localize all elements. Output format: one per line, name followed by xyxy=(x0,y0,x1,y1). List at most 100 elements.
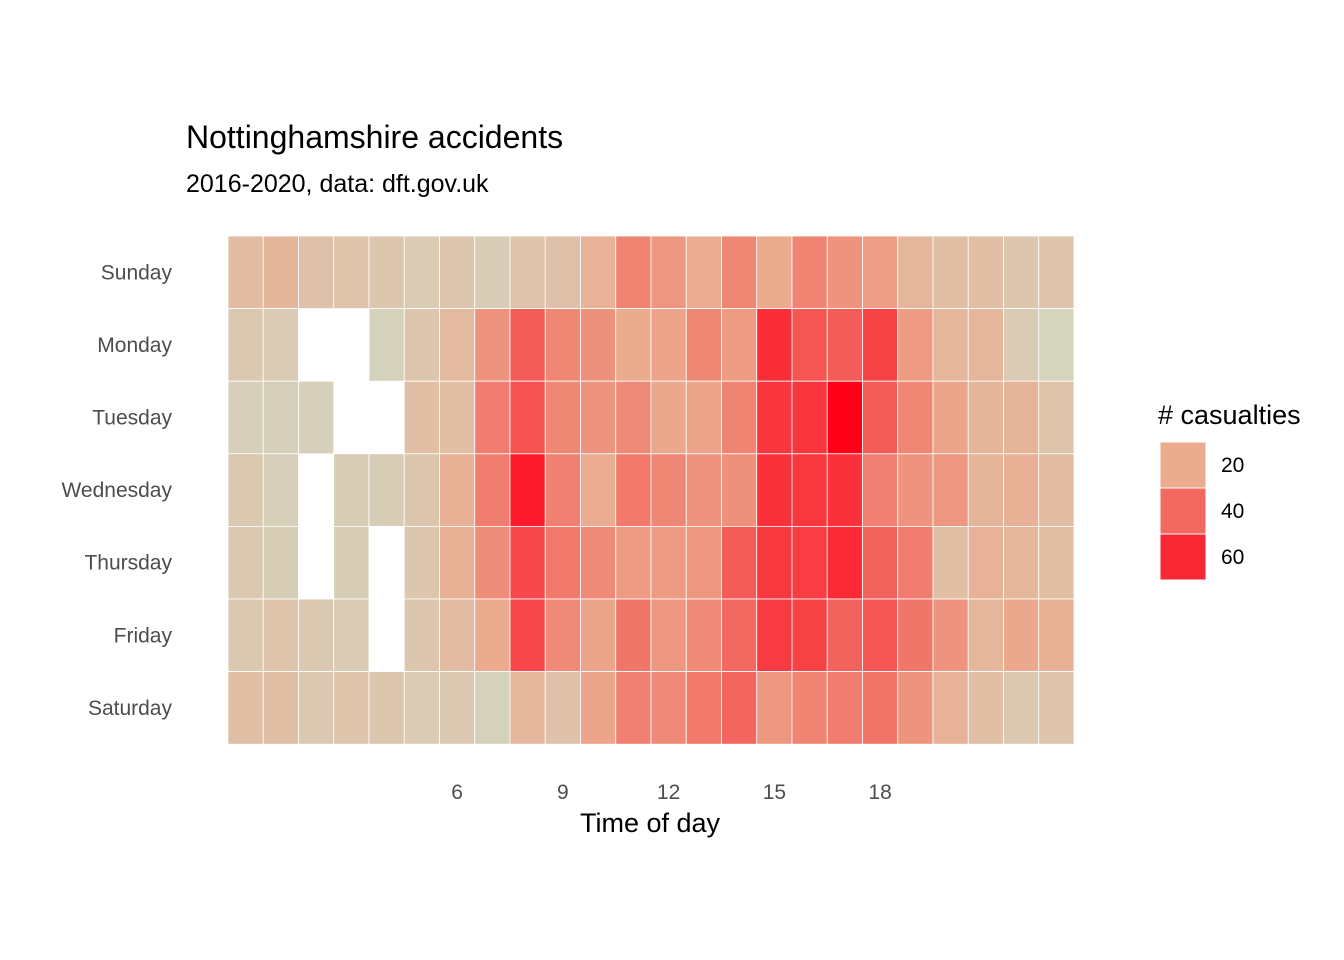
y-label-friday: Friday xyxy=(114,624,173,647)
y-label-tuesday: Tuesday xyxy=(92,407,172,430)
heatmap-cell-wednesday-22 xyxy=(1003,453,1040,527)
heatmap-cell-sunday-21 xyxy=(967,235,1004,309)
heatmap-cell-thursday-23 xyxy=(1038,526,1075,600)
heatmap-cell-sunday-11 xyxy=(615,235,652,309)
heatmap-cell-wednesday-18 xyxy=(862,453,899,527)
x-tick-12: 12 xyxy=(657,781,680,804)
heatmap-cell-saturday-22 xyxy=(1003,671,1040,745)
heatmap-cell-tuesday-10 xyxy=(580,380,617,455)
heatmap-cell-tuesday-1 xyxy=(262,380,299,455)
heatmap-cell-sunday-10 xyxy=(580,235,617,309)
heatmap-cell-sunday-17 xyxy=(826,235,863,309)
heatmap-cell-monday-14 xyxy=(721,308,758,382)
heatmap-cell-tuesday-6 xyxy=(439,380,476,455)
heatmap-cell-saturday-13 xyxy=(685,671,722,745)
x-tick-6: 6 xyxy=(451,781,463,804)
heatmap-cell-saturday-5 xyxy=(403,671,440,745)
heatmap-cell-monday-0 xyxy=(227,308,264,382)
heatmap-cell-wednesday-3 xyxy=(333,453,370,527)
heatmap-cell-thursday-21 xyxy=(967,526,1004,600)
heatmap-cell-tuesday-16 xyxy=(791,380,828,455)
heatmap-cell-tuesday-22 xyxy=(1003,380,1040,455)
heatmap-cell-tuesday-8 xyxy=(509,380,546,455)
heatmap-cell-friday-19 xyxy=(897,598,934,672)
heatmap-cell-friday-16 xyxy=(791,598,828,672)
heatmap-cell-wednesday-10 xyxy=(580,453,617,527)
heatmap-cell-wednesday-19 xyxy=(897,453,934,527)
heatmap-cell-sunday-7 xyxy=(474,235,511,309)
heatmap-cell-wednesday-17 xyxy=(826,453,863,527)
chart-subtitle: 2016-2020, data: dft.gov.uk xyxy=(186,170,489,198)
heatmap-cell-saturday-0 xyxy=(227,671,264,745)
heatmap-cell-saturday-12 xyxy=(650,671,687,745)
heatmap-cell-saturday-21 xyxy=(967,671,1004,745)
heatmap-cell-thursday-3 xyxy=(333,526,370,600)
heatmap-cell-thursday-13 xyxy=(685,526,722,600)
heatmap-cell-thursday-6 xyxy=(439,526,476,600)
heatmap-cell-friday-12 xyxy=(650,598,687,672)
heatmap-cell-tuesday-9 xyxy=(544,380,581,455)
heatmap-cell-sunday-15 xyxy=(756,235,793,309)
heatmap-cell-monday-20 xyxy=(932,308,969,382)
heatmap-cell-friday-8 xyxy=(509,598,546,672)
heatmap-cell-tuesday-17 xyxy=(826,380,863,455)
y-axis-labels: Sunday Monday Tuesday Wednesday Thursday Frid… xyxy=(61,261,172,720)
heatmap-cell-saturday-23 xyxy=(1038,671,1075,745)
heatmap-cell-monday-17 xyxy=(826,308,863,382)
heatmap-cell-friday-3 xyxy=(333,598,370,672)
heatmap-cell-thursday-12 xyxy=(650,526,687,600)
heatmap-cell-saturday-18 xyxy=(862,671,899,745)
heatmap-cell-friday-13 xyxy=(685,598,722,672)
heatmap-cell-sunday-0 xyxy=(227,235,264,309)
heatmap-cell-friday-23 xyxy=(1038,598,1075,672)
heatmap-cell-saturday-17 xyxy=(826,671,863,745)
legend: # casualties 20 40 60 xyxy=(1158,400,1301,581)
heatmap-cell-wednesday-6 xyxy=(439,453,476,527)
heatmap-cell-wednesday-11 xyxy=(615,453,652,527)
heatmap-cell-tuesday-20 xyxy=(932,380,969,455)
heatmap-cell-thursday-9 xyxy=(544,526,581,600)
heatmap-cell-thursday-19 xyxy=(897,526,934,600)
heatmap-cell-monday-15 xyxy=(756,308,793,382)
heatmap-cell-monday-21 xyxy=(967,308,1004,382)
heatmap-cell-sunday-20 xyxy=(932,235,969,309)
heatmap-cell-friday-17 xyxy=(826,598,863,672)
heatmap-cell-thursday-14 xyxy=(721,526,758,600)
heatmap-cell-sunday-3 xyxy=(333,235,370,309)
heatmap-cell-wednesday-5 xyxy=(403,453,440,527)
heatmap-cell-tuesday-18 xyxy=(862,380,899,455)
legend-key-40 xyxy=(1159,487,1207,535)
heatmap-cell-wednesday-0 xyxy=(227,453,264,527)
heatmap-cell-tuesday-2 xyxy=(298,380,335,455)
heatmap-cell-monday-12 xyxy=(650,308,687,382)
heatmap-cell-tuesday-11 xyxy=(615,380,652,455)
heatmap-cell-sunday-13 xyxy=(685,235,722,309)
heatmap-cell-monday-13 xyxy=(685,308,722,382)
heatmap-cell-saturday-3 xyxy=(333,671,370,745)
heatmap-cell-sunday-9 xyxy=(544,235,581,309)
heatmap-cell-friday-0 xyxy=(227,598,264,672)
heatmap-cell-thursday-7 xyxy=(474,526,511,600)
heatmap-cell-tuesday-5 xyxy=(403,380,440,455)
heatmap-cell-monday-9 xyxy=(544,308,581,382)
heatmap-cell-sunday-23 xyxy=(1038,235,1075,309)
heatmap-cell-sunday-22 xyxy=(1003,235,1040,309)
heatmap-cell-monday-22 xyxy=(1003,308,1040,382)
heatmap-cell-saturday-1 xyxy=(262,671,299,745)
heatmap-cell-wednesday-1 xyxy=(262,453,299,527)
heatmap-cell-thursday-0 xyxy=(227,526,264,600)
heatmap-cell-friday-2 xyxy=(298,598,335,672)
heatmap-cell-tuesday-0 xyxy=(227,380,264,455)
heatmap-cell-sunday-5 xyxy=(403,235,440,309)
x-axis-label: Time of day xyxy=(580,808,721,838)
heatmap-cell-tuesday-12 xyxy=(650,380,687,455)
heatmap-cell-wednesday-8 xyxy=(509,453,546,527)
legend-title: # casualties xyxy=(1158,400,1301,430)
heatmap-cell-wednesday-9 xyxy=(544,453,581,527)
x-axis-ticks: 6 9 12 15 18 xyxy=(451,781,892,804)
heatmap-cell-saturday-14 xyxy=(721,671,758,745)
heatmap-cell-tuesday-7 xyxy=(474,380,511,455)
heatmap-cell-monday-8 xyxy=(509,308,546,382)
heatmap-cell-sunday-16 xyxy=(791,235,828,309)
